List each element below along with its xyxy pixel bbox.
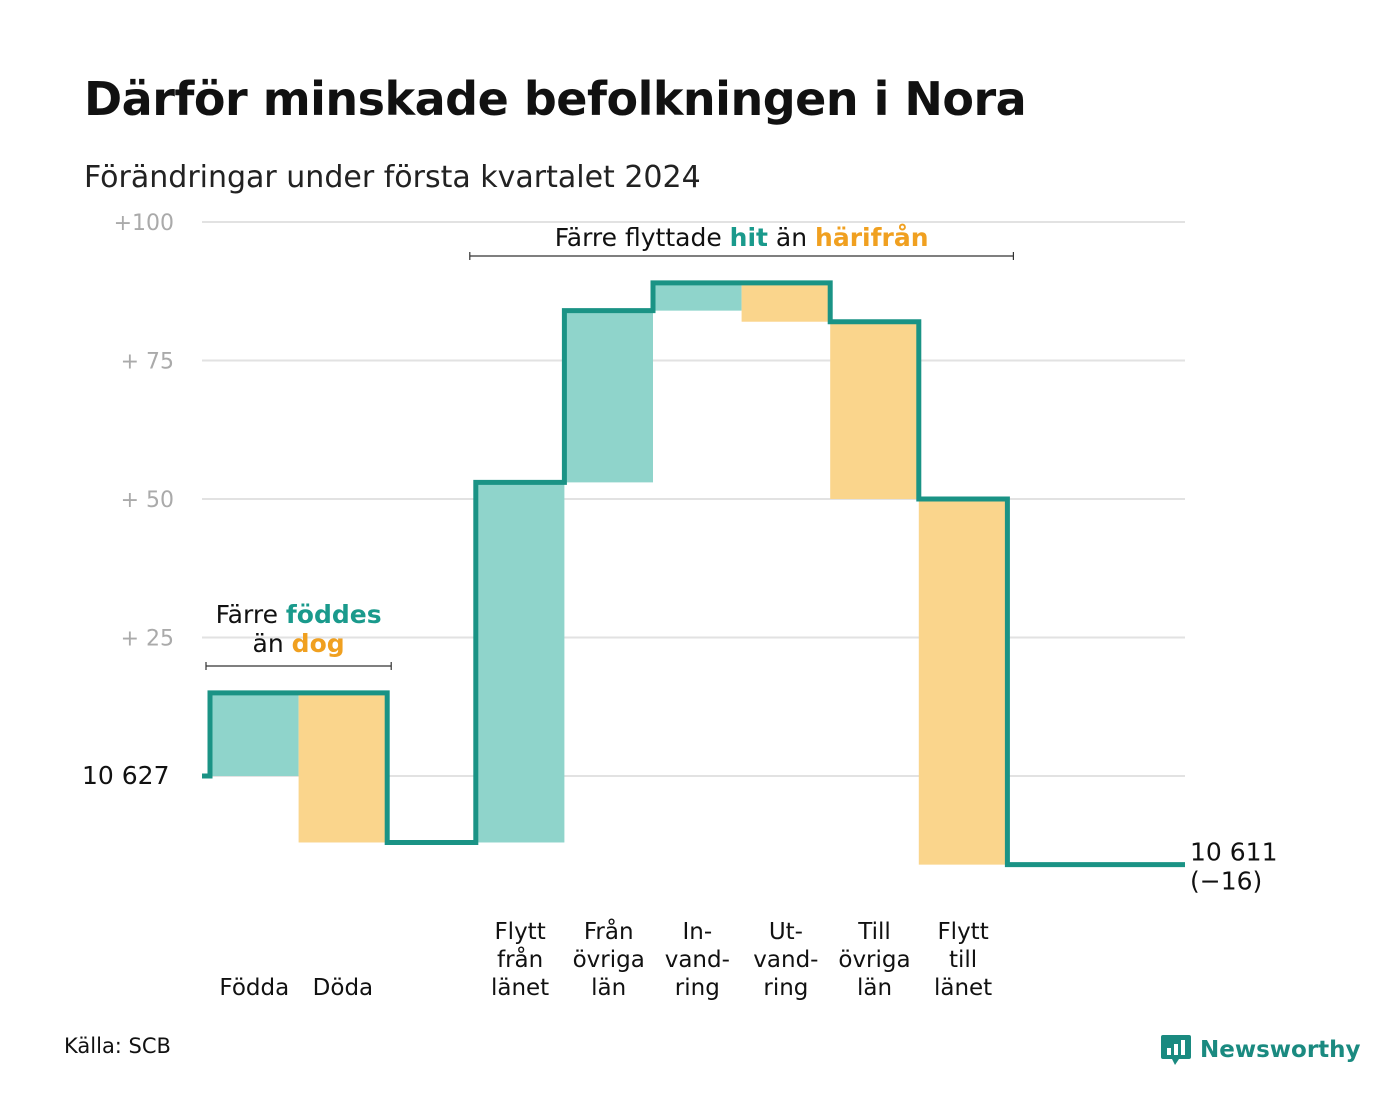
y-tick-label: + 25: [121, 627, 174, 652]
annotation-text: Färre föddes: [216, 600, 382, 629]
source-note: Källa: SCB: [64, 1034, 171, 1058]
bar: [741, 282, 831, 322]
brand-name: Newsworthy: [1200, 1037, 1361, 1063]
annotation-text: än dog: [253, 629, 345, 658]
bar: [564, 310, 653, 483]
bar: [653, 282, 742, 311]
end-value-label: 10 611: [1190, 838, 1277, 867]
brand-logo: Newsworthy: [1160, 1030, 1361, 1070]
start-value-label: 10 627: [82, 761, 169, 790]
annotation-text: Färre flyttade hit än härifrån: [555, 223, 929, 252]
category-label: Till övriga län: [838, 919, 910, 1001]
bar: [830, 321, 919, 499]
bar: [475, 482, 565, 843]
end-change-label: (−16): [1190, 867, 1262, 896]
y-tick-label: + 50: [121, 488, 174, 513]
category-labels: Födda Döda Flytt från länet Från övriga län In-v…: [219, 917, 992, 1001]
bar: [918, 499, 1008, 865]
category-label: Födda: [219, 975, 289, 1001]
running-total-line: [202, 280, 1185, 868]
category-label: Från övriga län: [573, 917, 645, 1001]
bar: [210, 692, 299, 776]
category-label: Döda: [313, 975, 373, 1001]
category-label: In-vand-ring: [665, 919, 730, 1001]
newsworthy-logo-icon: [1161, 1035, 1191, 1065]
y-axis-ticks: +100 + 75 + 50 + 25: [114, 211, 174, 652]
bar: [298, 692, 388, 843]
y-tick-label: +100: [114, 211, 174, 236]
category-label: Flytt från länet: [491, 919, 549, 1001]
chart-title: Därför minskade befolkningen i Nora: [84, 72, 1027, 126]
category-label: Ut-vand-ring: [753, 919, 818, 1001]
y-tick-label: + 75: [121, 350, 174, 375]
category-label: Flytt till länet: [934, 919, 992, 1001]
chart-subtitle: Förändringar under första kvartalet 2024: [84, 160, 701, 195]
bars: [210, 282, 1008, 865]
